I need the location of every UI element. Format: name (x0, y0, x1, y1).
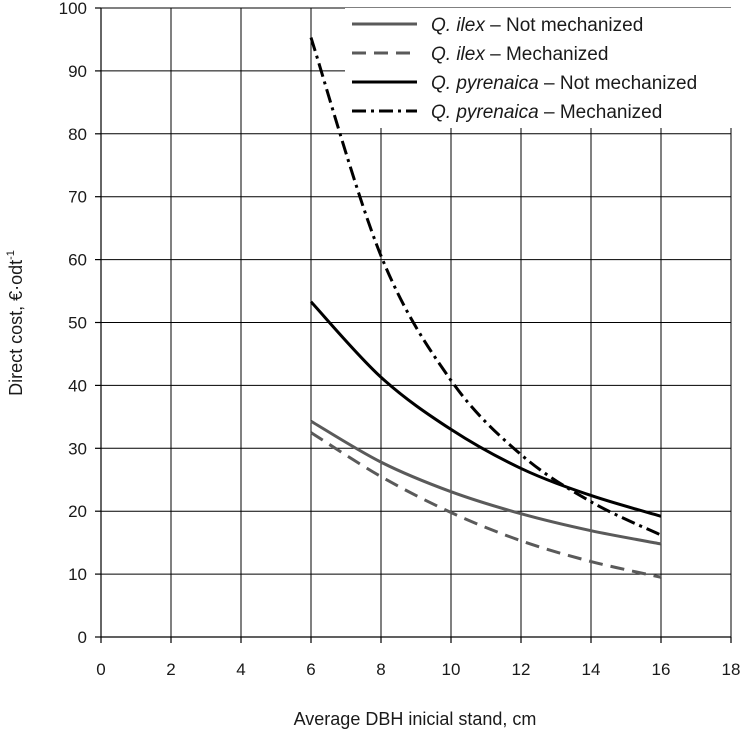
series-line-3 (309, 300, 662, 518)
y-tick-label: 70 (68, 188, 87, 207)
y-axis-title: Direct cost, €·odt-1 (5, 250, 26, 396)
legend-treatment: – Not mechanized (539, 73, 697, 94)
legend-box (345, 8, 733, 128)
y-tick-label: 100 (59, 0, 87, 18)
x-tick-label: 6 (306, 660, 315, 679)
x-tick-label: 18 (722, 660, 740, 679)
series-line-1 (310, 419, 662, 546)
x-tick-label: 8 (376, 660, 385, 679)
y-tick-labels: 0 10 20 30 40 50 60 70 80 90 100 (59, 0, 87, 647)
legend-label-2: Q. ilex – Mechanized (431, 44, 608, 65)
legend-treatment: – Mechanized (539, 102, 663, 123)
axes (95, 7, 732, 643)
y-tick-label: 0 (78, 628, 87, 647)
y-tick-label: 90 (68, 62, 87, 81)
y-tick-label: 60 (68, 251, 87, 270)
x-tick-label: 0 (96, 660, 105, 679)
y-tick-label: 20 (68, 502, 87, 521)
x-tick-label: 4 (236, 660, 245, 679)
legend-label-3: Q. pyrenaica – Not mechanized (431, 73, 697, 94)
legend-species: Q. ilex (431, 44, 486, 65)
y-axis-title-superscript: -1 (5, 250, 17, 260)
legend-treatment: – Mechanized (485, 44, 609, 65)
series-line-4 (309, 37, 662, 537)
legend-species: Q. ilex (431, 15, 486, 36)
y-tick-label: 10 (68, 565, 87, 584)
y-axis-title-main: Direct cost, €·odt (6, 260, 26, 396)
legend-label-4: Q. pyrenaica – Mechanized (431, 102, 662, 123)
x-tick-label: 2 (166, 660, 175, 679)
y-tick-label: 40 (68, 376, 87, 395)
series-lines (309, 37, 662, 579)
x-tick-label: 10 (442, 660, 461, 679)
x-tick-label: 12 (512, 660, 531, 679)
series-line-2 (310, 431, 662, 579)
x-tick-labels: 0 2 4 6 8 10 12 14 16 18 (96, 660, 740, 679)
legend-species: Q. pyrenaica (431, 102, 539, 123)
legend-label-1: Q. ilex – Not mechanized (431, 15, 643, 36)
legend-treatment: – Not mechanized (485, 15, 643, 36)
x-tick-label: 16 (652, 660, 671, 679)
x-axis-title: Average DBH inicial stand, cm (294, 709, 537, 729)
y-tick-label: 30 (68, 439, 87, 458)
legend-species: Q. pyrenaica (431, 73, 539, 94)
x-tick-label: 14 (582, 660, 601, 679)
y-tick-label: 50 (68, 314, 87, 333)
y-tick-label: 80 (68, 125, 87, 144)
